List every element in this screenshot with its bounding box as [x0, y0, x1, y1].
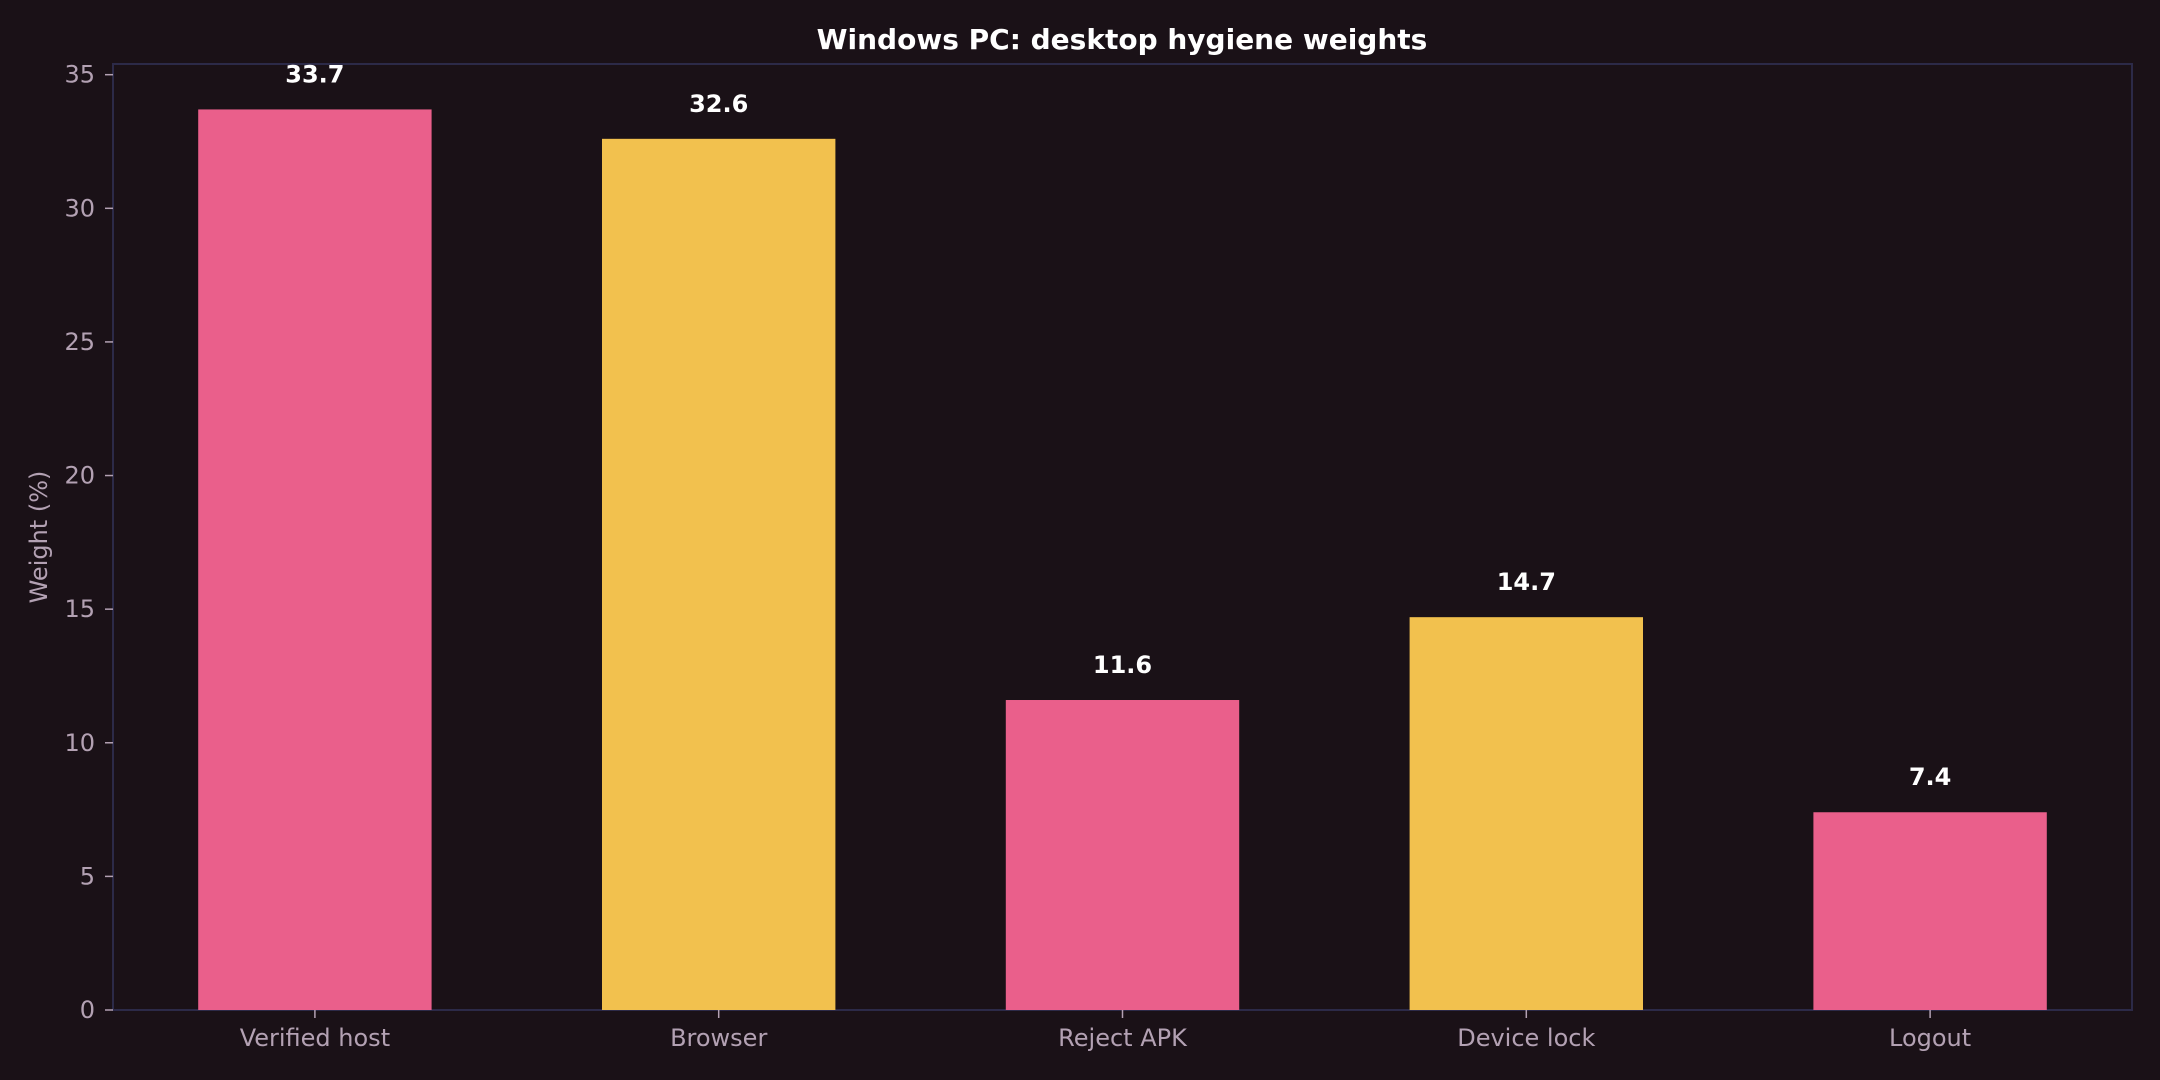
- bar-reject-apk: [1005, 700, 1240, 1010]
- x-tick-label: Reject APK: [1058, 1024, 1188, 1052]
- bar-logout: [1813, 812, 2047, 1010]
- y-tick-label: 25: [64, 328, 95, 356]
- y-tick-label: 15: [64, 595, 95, 623]
- data-label: 32.6: [689, 90, 748, 118]
- x-tick-label: Device lock: [1457, 1024, 1595, 1052]
- bar-browser: [602, 138, 836, 1011]
- data-labels-layer: 33.7 32.6 11.6 14.7 7.4: [285, 60, 1951, 791]
- data-label: 14.7: [1497, 568, 1556, 596]
- x-tick-label: Browser: [670, 1024, 767, 1052]
- y-tick-label: 5: [80, 862, 95, 890]
- data-label: 11.6: [1093, 651, 1152, 679]
- x-tick-label: Verified host: [240, 1024, 390, 1052]
- y-tick-label: 30: [64, 194, 95, 222]
- y-tick-label: 10: [64, 729, 95, 757]
- y-tick-label: 0: [80, 996, 95, 1024]
- x-tick-label: Logout: [1889, 1024, 1971, 1052]
- y-tick-label: 20: [64, 462, 95, 490]
- data-label: 33.7: [285, 60, 344, 88]
- bar-device-lock: [1409, 617, 1643, 1010]
- bar-verified-host: [198, 109, 432, 1010]
- bars-layer: [198, 109, 2047, 1011]
- y-axis-label: Weight (%): [25, 471, 53, 604]
- chart-title: Windows PC: desktop hygiene weights: [817, 23, 1428, 56]
- data-label: 7.4: [1909, 763, 1952, 791]
- y-axis: 0 5 10 15 20 25 30 35: [64, 61, 113, 1024]
- y-tick-label: 35: [64, 61, 95, 89]
- x-axis: Verified host Browser Reject APK Device loc…: [240, 1010, 1971, 1052]
